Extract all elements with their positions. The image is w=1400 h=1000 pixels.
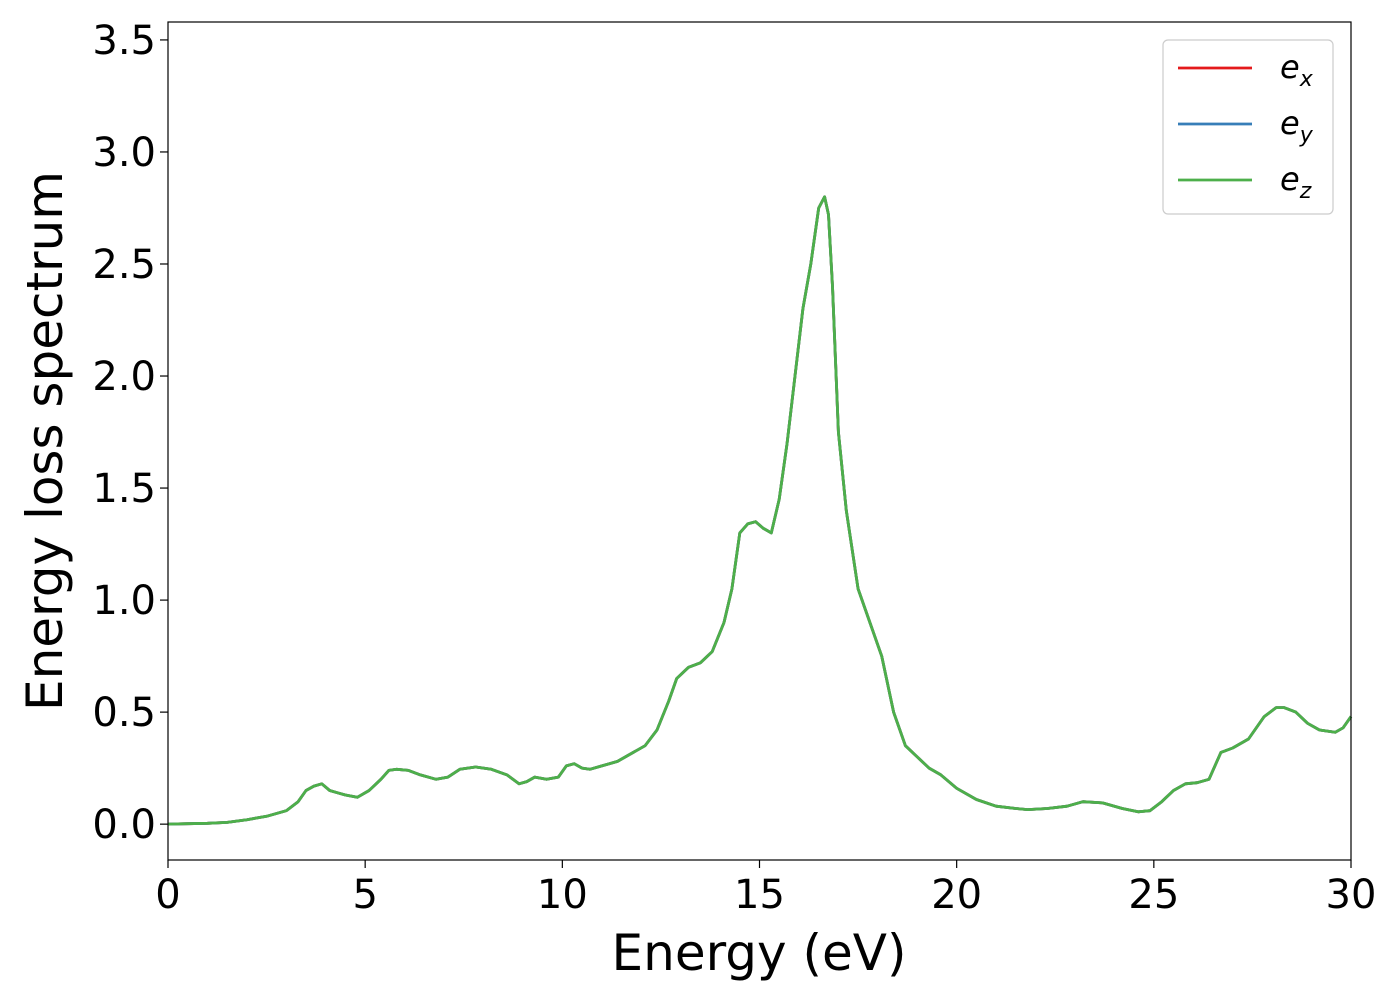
legend-label-sub: x: [1299, 67, 1314, 92]
y-tick-label: 0.5: [92, 690, 156, 736]
legend-label: ex: [1280, 48, 1314, 92]
legend-label: ez: [1280, 160, 1312, 204]
y-tick-label: 1.0: [92, 578, 156, 624]
y-tick-label: 1.5: [92, 466, 156, 512]
y-tick-label: 3.5: [92, 18, 156, 64]
legend-box: [1162, 39, 1334, 215]
legend-label-base: e: [1280, 104, 1300, 142]
series-line-2: [167, 195, 1353, 826]
x-tick-label: 5: [352, 872, 377, 918]
legend-label-sub: y: [1299, 123, 1314, 148]
y-tick-label: 2.0: [92, 354, 156, 400]
x-tick-label: 20: [931, 872, 982, 918]
legend-label-base: e: [1280, 48, 1300, 86]
x-tick-label: 10: [537, 872, 588, 918]
y-tick-label: 3.0: [92, 130, 156, 176]
legend-label: ey: [1280, 104, 1314, 148]
y-tick-label: 2.5: [92, 242, 156, 288]
legend-label-sub: z: [1299, 179, 1312, 204]
x-tick-label: 25: [1128, 872, 1179, 918]
x-axis-label: Energy (eV): [612, 924, 907, 982]
y-axis-label: Energy loss spectrum: [16, 171, 74, 711]
y-tick-label: 0.0: [92, 802, 156, 848]
legend-label-base: e: [1280, 160, 1300, 198]
x-tick-label: 30: [1326, 872, 1377, 918]
y-axis-ticks: 0.0 0.5 1.0 1.5 2.0 2.5 3.0 3.5: [92, 18, 168, 848]
x-tick-label: 0: [155, 872, 180, 918]
plot-area-background: [168, 22, 1351, 860]
x-tick-label: 15: [734, 872, 785, 918]
series-layer: [167, 195, 1353, 826]
x-axis-ticks: 0 5 10 15 20 25 30: [155, 860, 1376, 918]
